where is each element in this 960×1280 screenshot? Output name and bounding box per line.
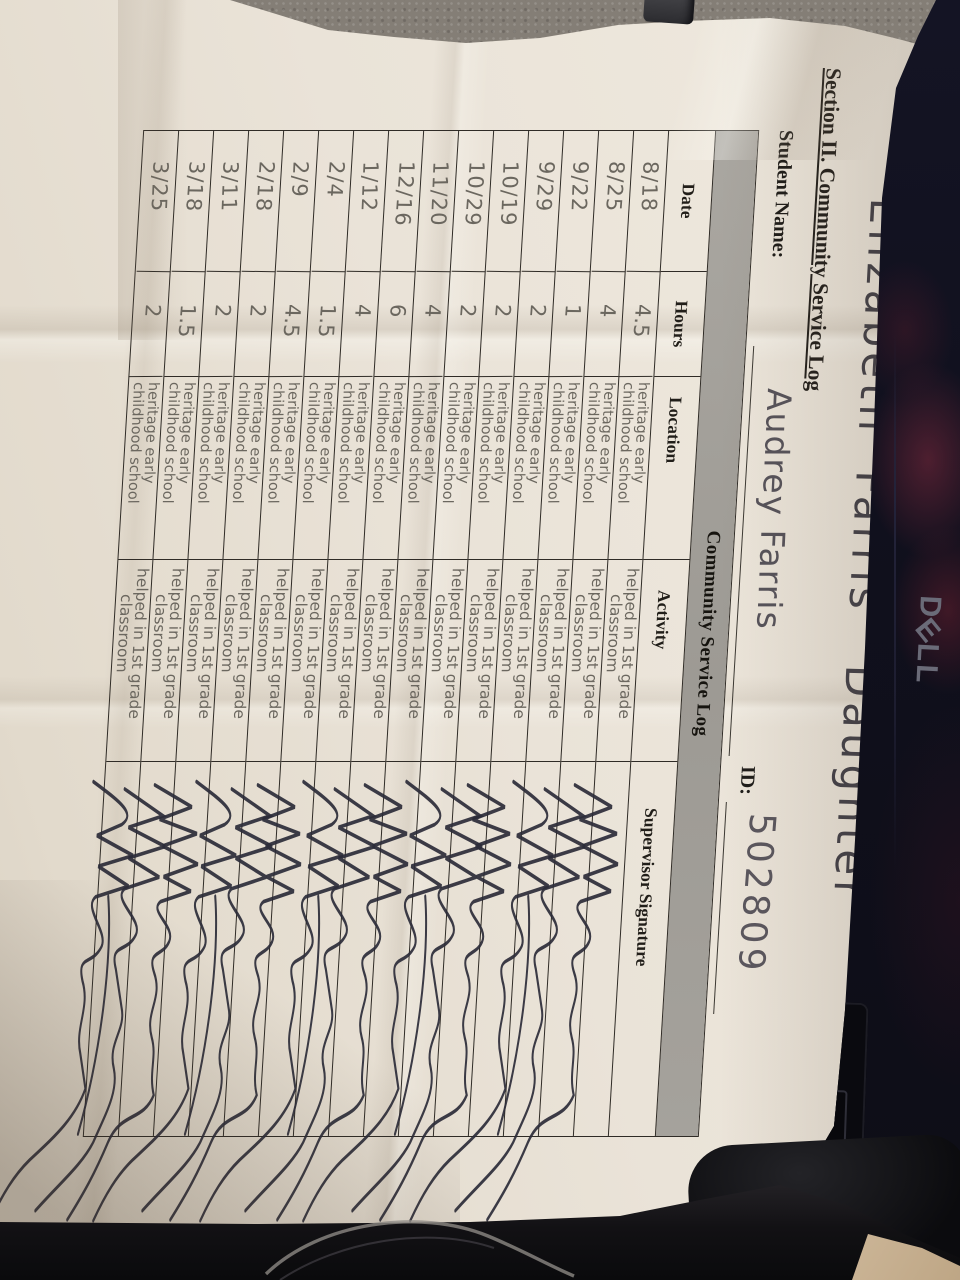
cell-date: 1/12	[356, 160, 383, 213]
cell-supervisor-signature	[486, 761, 631, 1222]
id-value: 502809	[729, 812, 783, 975]
signature-scribble-icon	[199, 779, 344, 1223]
signature-scribble-icon	[276, 783, 409, 1222]
signature-scribble-icon	[141, 787, 274, 1213]
cell-supervisor-signature	[409, 761, 561, 1223]
cell-supervisor-signature	[169, 761, 316, 1222]
signature-scribble-icon	[92, 779, 237, 1223]
cell-supervisor-signature	[351, 761, 491, 1213]
cell-supervisor-signature	[379, 761, 526, 1222]
cell-supervisor-signature	[276, 761, 421, 1222]
header-date: Date	[677, 183, 700, 219]
cell-date: 3/25	[146, 160, 173, 213]
table-row: 2/4 1.5 heritage early childhood school h…	[169, 131, 355, 1222]
table-row: 3/25 2 heritage early childhood school he…	[0, 131, 180, 1223]
table-row: 10/19 2 heritage early childhood school h…	[351, 131, 530, 1213]
table-row: 9/22 1 heritage early childhood school he…	[409, 131, 600, 1223]
cell-supervisor-signature	[34, 761, 176, 1213]
signature-scribble-icon	[169, 783, 302, 1222]
cell-date: 2/9	[287, 160, 313, 198]
signature-scribble-icon	[244, 787, 377, 1213]
signature-scribble-icon	[351, 787, 484, 1213]
laptop-clip-tab	[642, 0, 696, 25]
service-log-table: Community Service Log Date Hours Locatio…	[0, 130, 760, 1223]
signature-scribble-icon	[0, 779, 134, 1223]
signature-scribble-icon	[379, 783, 512, 1222]
table-row: 12/16 6 heritage early childhood school h…	[244, 131, 425, 1213]
table-row: 8/25 4 heritage early childhood school he…	[454, 131, 635, 1213]
header-hours: Hours	[654, 271, 707, 376]
signature-scribble-icon	[66, 783, 199, 1222]
signature-scribble-icon	[302, 779, 447, 1223]
table-row: 9/29 2 heritage early childhood school he…	[379, 131, 565, 1222]
header-location: Location	[643, 376, 701, 559]
table-row: 8/18 4.5 heritage early childhood school …	[486, 131, 670, 1222]
cell-supervisor-signature	[454, 761, 596, 1213]
cell-date: 3/11	[216, 160, 243, 213]
table-row: 10/29 2 heritage early childhood school h…	[302, 131, 495, 1223]
cable	[264, 1220, 575, 1280]
cell-supervisor-signature	[92, 761, 246, 1223]
dell-logo: DELL	[908, 594, 949, 687]
cell-supervisor-signature	[302, 761, 456, 1223]
table-row: 2/9 4.5 heritage early childhood school h…	[141, 131, 320, 1213]
student-name-label: Student Name:	[767, 130, 798, 259]
table-row: 11/20 4 heritage early childhood school h…	[276, 131, 460, 1222]
table-row: 3/11 2 heritage early childhood school he…	[66, 131, 250, 1222]
student-name-value: Audrey Farris	[748, 387, 800, 631]
cell-supervisor-signature	[199, 761, 351, 1223]
section-title: Section II. Community Service Log	[802, 68, 846, 392]
signature-scribble-icon	[409, 779, 554, 1223]
cell-date: 10/19	[495, 160, 523, 227]
cell-hours: 4.5	[618, 270, 661, 377]
table-body: 8/18 4.5 heritage early childhood school …	[0, 131, 670, 1223]
table-row: 3/18 1.5 heritage early childhood school …	[34, 131, 215, 1213]
cell-supervisor-signature	[0, 761, 141, 1223]
cell-date: 8/18	[636, 160, 663, 213]
paper-document: Elizabeth Farris' Daughter Section II. C…	[0, 0, 945, 1225]
table-row: 1/12 4 heritage early childhood school he…	[199, 131, 390, 1223]
signature-scribble-icon	[486, 783, 619, 1222]
cell-supervisor-signature	[141, 761, 281, 1213]
cell-date: 11/20	[425, 160, 453, 227]
cell-date: 9/22	[566, 160, 593, 213]
cell-supervisor-signature	[244, 761, 386, 1213]
signature-scribble-icon	[454, 787, 587, 1213]
id-label: ID:	[735, 766, 760, 795]
lid-seam-line	[894, 330, 896, 870]
signature-scribble-icon	[34, 787, 167, 1213]
table-row: 2/18 2 heritage early childhood school he…	[92, 131, 285, 1223]
cell-supervisor-signature	[66, 761, 211, 1222]
